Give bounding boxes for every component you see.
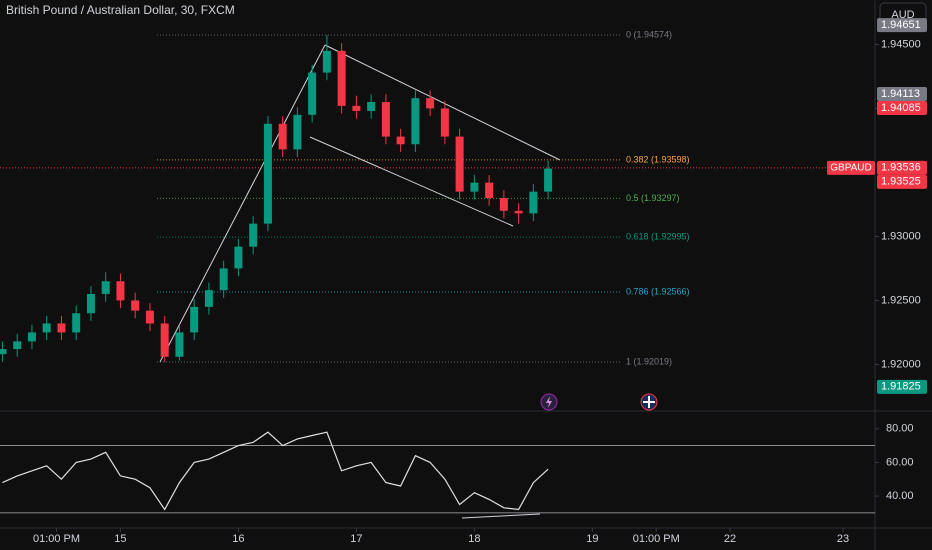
- candle-body: [529, 191, 538, 214]
- candle-body: [145, 310, 154, 324]
- x-tick-label: 15: [114, 533, 126, 545]
- candle-body: [131, 300, 140, 311]
- symbol-label: GBPAUD: [830, 162, 872, 173]
- x-tick-label: 01:00 PM: [33, 533, 80, 545]
- fib-trend-line: [159, 44, 326, 363]
- symbol-tag: [827, 160, 875, 175]
- candle-body: [411, 98, 420, 145]
- candle-body: [72, 313, 81, 333]
- price-marker-label: 1.94651: [881, 19, 921, 31]
- x-tick-label: 23: [837, 533, 849, 545]
- currency-label: AUD: [891, 9, 914, 21]
- price-marker-label: 1.93536: [881, 162, 921, 174]
- fib-label: 0.618 (1.92995): [626, 231, 690, 241]
- rsi-tick-label: 40.00: [886, 490, 914, 502]
- event-icon[interactable]: [540, 393, 558, 411]
- candle-body: [352, 105, 361, 111]
- candle-body: [219, 268, 228, 291]
- candle-body: [175, 332, 184, 357]
- fib-label: 0 (1.94574): [626, 29, 672, 39]
- x-tick-label: 18: [468, 533, 480, 545]
- y-tick-label: 1.92000: [881, 358, 921, 370]
- candle-body: [337, 50, 346, 106]
- candle-body: [367, 102, 376, 111]
- y-tick-label: 1.94500: [881, 38, 921, 50]
- candle-body: [204, 290, 213, 307]
- price-marker: [877, 379, 927, 394]
- price-marker-label: 1.93525: [881, 176, 921, 188]
- x-tick-label: 17: [350, 533, 362, 545]
- flag-icon[interactable]: [640, 393, 658, 411]
- candle-body: [116, 281, 125, 301]
- chart-title: British Pound / Australian Dollar, 30, F…: [6, 3, 235, 17]
- y-tick-label: 1.93000: [881, 230, 921, 242]
- candle-body: [514, 210, 523, 214]
- candle-body: [190, 306, 199, 333]
- candle-body: [86, 294, 95, 314]
- price-marker: [877, 86, 927, 101]
- candle-body: [0, 349, 7, 355]
- candle-body: [13, 341, 22, 350]
- candle-body: [249, 223, 258, 247]
- candle-body: [470, 182, 479, 192]
- divergence-line: [461, 513, 541, 519]
- price-marker-label: 1.94085: [881, 102, 921, 114]
- candle-body: [308, 72, 317, 115]
- candle-body: [160, 323, 169, 357]
- x-tick-label: 22: [724, 533, 736, 545]
- candle-body: [42, 323, 51, 333]
- fib-label: 1 (1.92019): [626, 356, 672, 366]
- candle-body: [499, 198, 508, 211]
- x-tick-label: 16: [232, 533, 244, 545]
- candle-body: [440, 108, 449, 137]
- candle-body: [27, 332, 36, 342]
- candle-body: [101, 281, 110, 295]
- x-tick-label: 19: [586, 533, 598, 545]
- x-tick-label: 01:00 PM: [633, 533, 680, 545]
- price-marker: [877, 100, 927, 115]
- rsi-tick-label: 80.00: [886, 423, 914, 435]
- rsi-tick-label: 60.00: [886, 456, 914, 468]
- channel-lower: [309, 136, 514, 227]
- candle-body: [396, 136, 405, 145]
- rsi-line: [2, 431, 549, 511]
- fib-label: 0.786 (1.92566): [626, 286, 690, 296]
- candle-body: [322, 50, 331, 73]
- price-marker: [877, 18, 927, 33]
- channel-upper: [324, 44, 561, 161]
- candle-body: [544, 168, 553, 192]
- fib-label: 0.5 (1.93297): [626, 193, 680, 203]
- candle-body: [293, 114, 302, 150]
- fib-label: 0.382 (1.93598): [626, 154, 690, 164]
- price-marker: [877, 160, 927, 175]
- candle-body: [426, 98, 435, 109]
- candle-body: [485, 182, 494, 199]
- candle-body: [57, 323, 66, 333]
- candle-body: [381, 102, 390, 137]
- candle-body: [455, 136, 464, 192]
- price-marker-label: 1.91825: [881, 381, 921, 393]
- price-marker: [877, 174, 927, 189]
- candle-body: [278, 123, 287, 150]
- candle-body: [263, 123, 272, 224]
- candle-body: [234, 246, 243, 269]
- y-tick-label: 1.92500: [881, 294, 921, 306]
- price-marker-label: 1.94113: [881, 88, 920, 100]
